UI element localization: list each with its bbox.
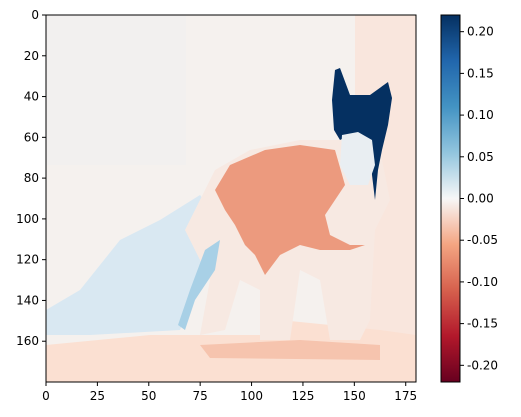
colorbar-tick-label: -0.15 [467, 317, 498, 331]
x-tick-label: 150 [343, 389, 366, 403]
colorbar-axis: 0.20 0.15 0.10 0.05 0.00 -0.05 -0.10 -0.15 -0.20 [460, 25, 498, 372]
y-tick-label: 160 [16, 334, 39, 348]
x-tick-label: 25 [90, 389, 105, 403]
colorbar-tick-label: 0.20 [467, 25, 494, 39]
floor-band-darker [200, 340, 380, 360]
colorbar [440, 14, 461, 383]
y-tick-label: 0 [31, 8, 39, 22]
heatmap-image [46, 15, 416, 382]
x-tick-label: 100 [240, 389, 263, 403]
leg-highlight-region [178, 240, 220, 330]
y-tick-label: 20 [24, 49, 39, 63]
colorbar-tick-label: 0.10 [467, 108, 494, 122]
colorbar-tick-label: 0.05 [467, 150, 494, 164]
colorbar-tick-label: 0.00 [467, 192, 494, 206]
colorbar-tick-label: 0.15 [467, 66, 494, 80]
x-tick-label: 0 [42, 389, 50, 403]
x-tick-label: 175 [394, 389, 417, 403]
colorbar-tick-label: -0.20 [467, 358, 498, 372]
colorbar-tick-label: -0.10 [467, 275, 498, 289]
x-tick-label: 75 [193, 389, 208, 403]
y-tick-label: 60 [24, 130, 39, 144]
x-axis: 0 25 50 75 100 125 150 175 [42, 382, 417, 403]
y-axis: 0 20 40 60 80 100 120 140 160 [16, 8, 46, 348]
cat-body-region [215, 145, 365, 275]
plot-frame [45, 14, 417, 383]
y-tick-label: 140 [16, 293, 39, 307]
y-tick-label: 80 [24, 171, 39, 185]
colorbar-tick-label: -0.05 [467, 233, 498, 247]
left-shadow-region [46, 195, 215, 335]
x-tick-label: 50 [141, 389, 156, 403]
face-region [340, 132, 375, 185]
y-tick-label: 100 [16, 212, 39, 226]
x-tick-label: 125 [291, 389, 314, 403]
upper-left-pale-region [46, 15, 186, 165]
y-tick-label: 120 [16, 253, 39, 267]
ears-head-region [332, 68, 392, 200]
y-tick-label: 40 [24, 90, 39, 104]
